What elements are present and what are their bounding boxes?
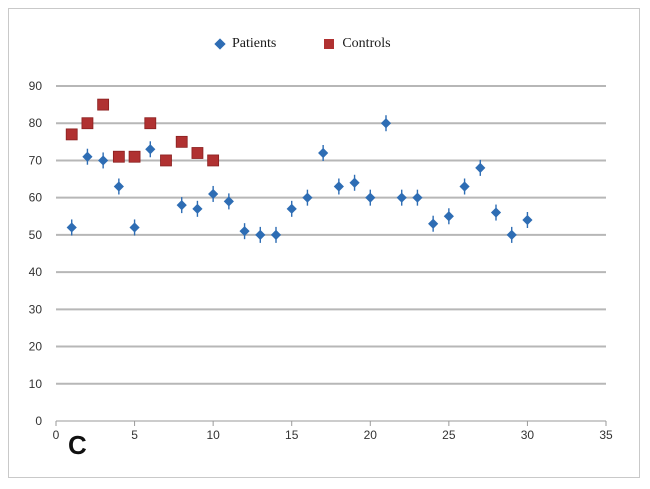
point-patients-19 <box>380 115 392 132</box>
point-patients-12 <box>270 226 282 243</box>
point-controls-0 <box>65 128 78 141</box>
point-patients-8 <box>208 185 219 202</box>
point-patients-23 <box>443 208 454 225</box>
y-tick-label-60: 60 <box>29 191 43 205</box>
point-patients-27 <box>506 226 517 243</box>
y-tick-label-30: 30 <box>29 302 43 316</box>
point-patients-24 <box>459 178 470 195</box>
point-patients-9 <box>223 193 234 210</box>
legend-marker-controls <box>324 39 335 49</box>
point-patients-11 <box>255 226 266 243</box>
legend-item-patients: Patients <box>214 36 277 52</box>
x-tick-label-35: 35 <box>599 428 613 442</box>
x-tick-label-5: 5 <box>131 428 138 442</box>
panel-label: C <box>68 430 87 460</box>
y-tick-label-20: 20 <box>29 340 43 354</box>
x-tick-label-25: 25 <box>442 428 456 442</box>
point-controls-9 <box>207 154 220 167</box>
x-tick-label-20: 20 <box>364 428 378 442</box>
y-tick-label-90: 90 <box>29 79 43 93</box>
point-patients-25 <box>475 159 486 176</box>
point-patients-0 <box>66 219 77 236</box>
point-patients-20 <box>396 189 407 206</box>
point-controls-4 <box>128 150 141 163</box>
point-controls-3 <box>112 150 125 163</box>
x-tick-label-10: 10 <box>206 428 220 442</box>
point-controls-8 <box>191 147 204 159</box>
point-patients-13 <box>286 200 297 217</box>
y-tick-label-10: 10 <box>29 377 43 391</box>
x-tick-label-0: 0 <box>53 428 60 442</box>
x-tick-label-30: 30 <box>521 428 535 442</box>
legend-label-controls: Controls <box>342 36 391 51</box>
point-patients-1 <box>82 148 93 165</box>
point-patients-3 <box>113 178 124 195</box>
point-controls-7 <box>175 135 188 148</box>
point-patients-4 <box>129 219 140 236</box>
x-tick-label-15: 15 <box>285 428 299 442</box>
point-patients-18 <box>365 189 376 206</box>
y-tick-label-0: 0 <box>35 414 42 428</box>
y-tick-label-50: 50 <box>29 228 43 242</box>
point-controls-6 <box>160 154 172 167</box>
point-patients-16 <box>333 178 344 195</box>
legend-label-patients: Patients <box>232 36 277 51</box>
point-controls-5 <box>144 117 157 130</box>
point-patients-5 <box>145 141 156 158</box>
point-patients-14 <box>302 189 313 206</box>
point-patients-6 <box>176 197 187 214</box>
y-tick-label-40: 40 <box>29 265 43 279</box>
point-controls-2 <box>97 98 110 111</box>
y-tick-label-70: 70 <box>29 153 43 167</box>
y-tick-label-80: 80 <box>29 116 43 130</box>
point-patients-2 <box>98 152 109 169</box>
point-patients-17 <box>349 174 360 191</box>
point-patients-10 <box>239 223 250 240</box>
point-patients-22 <box>428 215 439 232</box>
point-patients-15 <box>318 145 329 161</box>
point-patients-26 <box>490 204 502 221</box>
point-patients-21 <box>412 189 423 206</box>
legend-item-controls: Controls <box>324 36 391 52</box>
point-controls-1 <box>81 117 94 130</box>
point-patients-28 <box>522 212 533 228</box>
point-patients-7 <box>192 200 203 217</box>
chart-legend: Patients Controls <box>214 36 391 52</box>
